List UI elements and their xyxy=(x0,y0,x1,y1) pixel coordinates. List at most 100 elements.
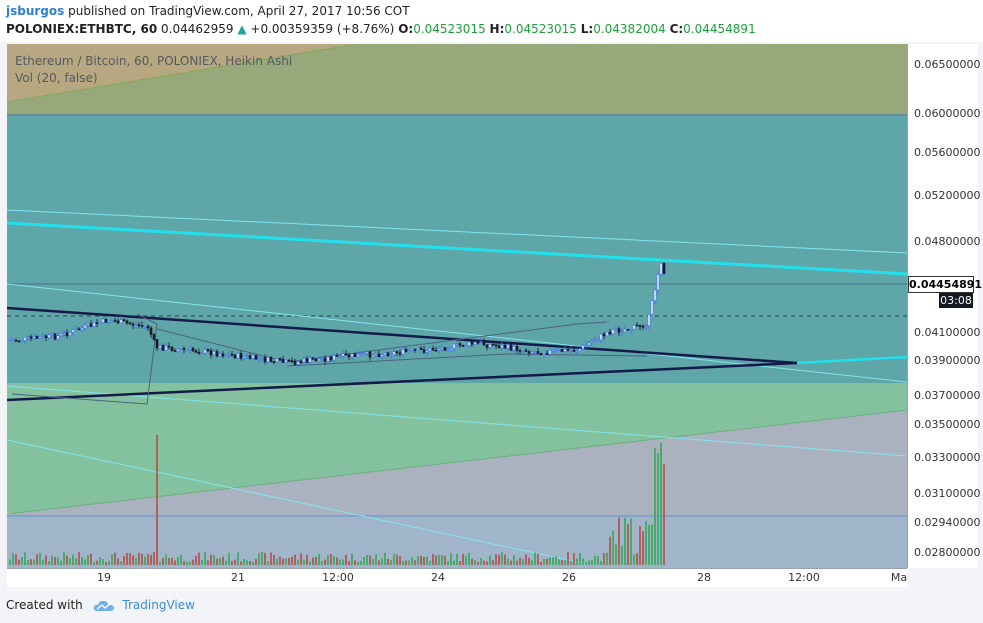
volume-bar xyxy=(105,561,107,565)
candle-body xyxy=(503,344,507,349)
candle-body xyxy=(443,347,447,351)
volume-bar xyxy=(501,552,503,565)
close-value: 0.04454891 xyxy=(683,22,756,36)
candle-body xyxy=(170,346,174,351)
candle-body xyxy=(200,352,204,355)
candle-body xyxy=(161,345,165,351)
candle-body xyxy=(176,348,180,352)
time-tick: 12:00 xyxy=(322,571,354,584)
candle-body xyxy=(254,354,258,360)
volume-bar xyxy=(594,555,596,565)
volume-bar xyxy=(543,559,545,565)
candle-body xyxy=(107,320,111,323)
volume-bar xyxy=(162,558,164,565)
volume-bar xyxy=(219,558,221,565)
candle-body xyxy=(188,347,192,350)
volume-bar xyxy=(387,558,389,565)
price-tick: 0.05200000 xyxy=(914,189,981,202)
candle-body xyxy=(638,325,642,327)
volume-bar xyxy=(99,557,101,565)
candle-body xyxy=(131,323,135,326)
volume-bar xyxy=(189,561,191,565)
volume-bar xyxy=(36,554,38,565)
created-with-label: Created with xyxy=(6,598,83,612)
candle-body xyxy=(329,356,333,361)
volume-bar xyxy=(132,555,134,565)
candle-body xyxy=(500,344,504,349)
volume-bar xyxy=(372,558,374,565)
chart-pane[interactable]: Ethereum / Bitcoin, 60, POLONIEX, Heikin… xyxy=(7,44,907,568)
candle-body xyxy=(608,331,612,335)
volume-bar xyxy=(9,559,11,565)
candle-body xyxy=(404,348,408,352)
open-label: O: xyxy=(398,22,414,36)
volume-bar xyxy=(285,558,287,565)
candle-body xyxy=(350,353,354,358)
volume-bar xyxy=(171,557,173,565)
pattern-drawing xyxy=(11,313,158,405)
volume-bar xyxy=(516,560,518,565)
volume-bar xyxy=(33,559,35,565)
candle-body xyxy=(521,349,525,352)
candle-body xyxy=(275,358,279,362)
volume-bars xyxy=(9,435,665,565)
candle-body xyxy=(353,353,357,357)
volume-bar xyxy=(579,553,581,565)
candle-body xyxy=(563,348,567,352)
candle-body xyxy=(623,329,627,333)
volume-bar xyxy=(78,552,80,565)
candle-body xyxy=(512,345,516,351)
volume-bar xyxy=(174,560,176,565)
chart-legend-title[interactable]: Ethereum / Bitcoin, 60, POLONIEX, Heikin… xyxy=(15,54,293,68)
volume-bar xyxy=(444,555,446,565)
volume-bar xyxy=(297,559,299,565)
candle-body xyxy=(71,329,75,333)
candle-body xyxy=(53,333,57,340)
candle-body xyxy=(314,359,318,362)
tradingview-link[interactable]: TradingView xyxy=(122,598,195,612)
candle-body xyxy=(125,320,129,324)
candle-body xyxy=(662,263,666,275)
symbol-label[interactable]: POLONIEX:ETHBTC, 60 xyxy=(6,22,158,36)
volume-bar xyxy=(141,553,143,565)
volume-bar xyxy=(279,556,281,565)
candle-body xyxy=(527,351,531,354)
volume-bar xyxy=(84,559,86,565)
volume-bar xyxy=(540,561,542,565)
author-link[interactable]: jsburgos xyxy=(6,4,65,18)
volume-bar xyxy=(45,555,47,565)
volume-bar xyxy=(537,553,539,565)
volume-bar xyxy=(552,557,554,565)
candle-body xyxy=(341,353,345,357)
candle-body xyxy=(464,345,468,347)
candle-body xyxy=(257,358,261,360)
candle-body xyxy=(83,324,87,329)
volume-bar xyxy=(414,560,416,565)
candle-body xyxy=(365,351,369,354)
volume-bar xyxy=(69,558,71,565)
candle-body xyxy=(539,353,543,355)
volume-bar xyxy=(264,552,266,565)
candle-body xyxy=(35,336,39,339)
candle-body xyxy=(407,350,411,352)
volume-bar xyxy=(663,464,665,565)
candle-body xyxy=(26,336,30,339)
volume-bar xyxy=(465,555,467,565)
volume-bar xyxy=(378,560,380,565)
volume-bar xyxy=(528,557,530,565)
candle-body xyxy=(356,353,360,357)
volume-bar xyxy=(294,554,296,565)
volume-bar xyxy=(492,560,494,565)
tradingview-cloud-icon[interactable] xyxy=(93,599,115,612)
volume-bar xyxy=(165,554,167,565)
candle-body xyxy=(269,357,273,362)
volume-bar xyxy=(213,554,215,565)
volume-bar xyxy=(447,561,449,565)
low-value: 0.04382004 xyxy=(593,22,666,36)
volume-bar xyxy=(573,553,575,565)
candle-body xyxy=(155,339,159,349)
chart-canvas[interactable] xyxy=(7,44,907,568)
time-axis[interactable]: 19 21 12:00 24 26 28 12:00 Ma xyxy=(7,568,907,587)
volume-bar xyxy=(639,526,641,565)
volume-legend[interactable]: Vol (20, false) xyxy=(15,71,98,85)
